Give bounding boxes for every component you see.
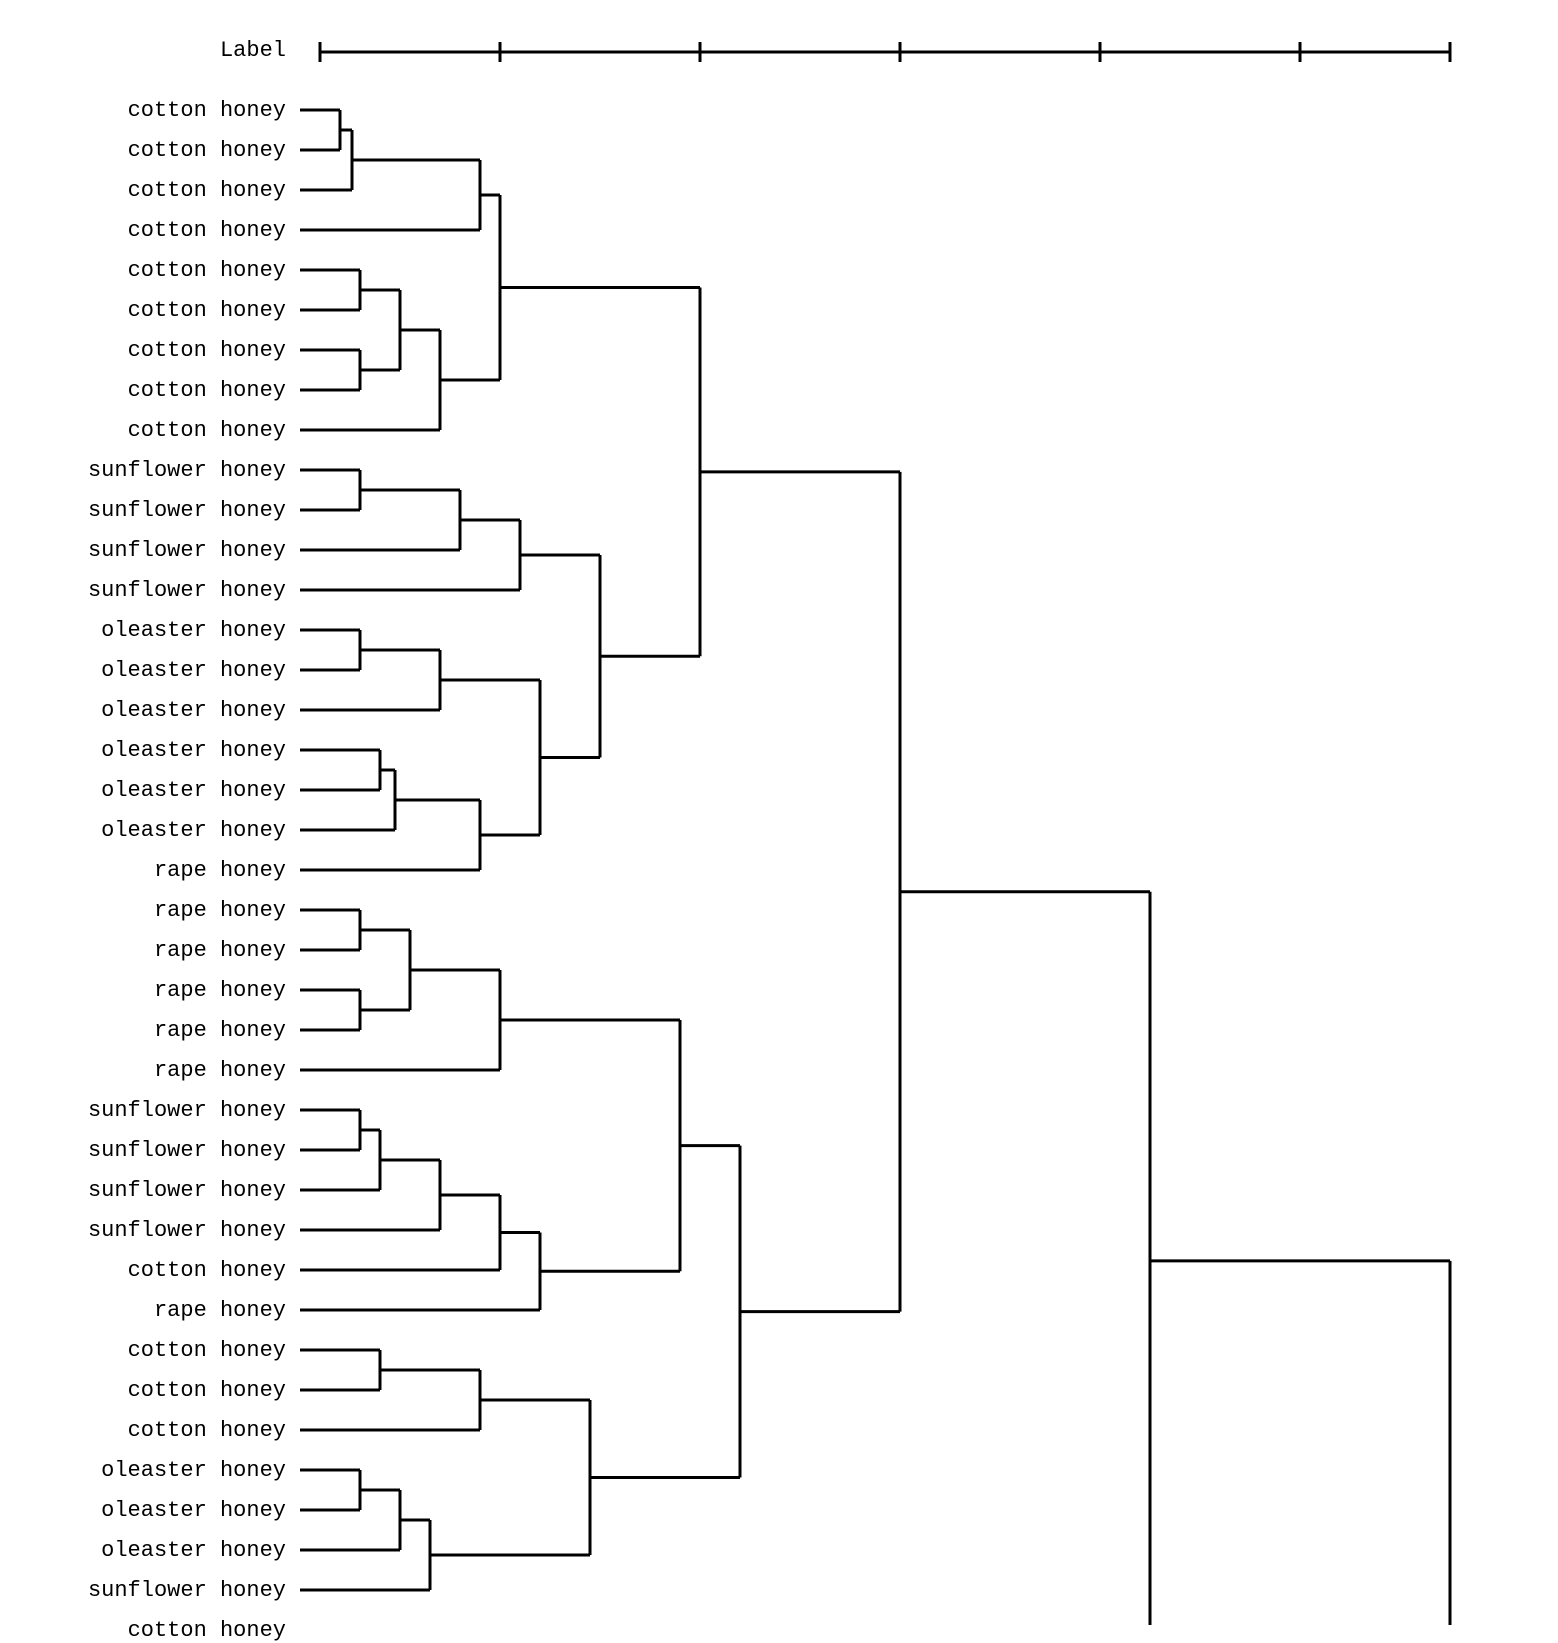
- leaf-label: oleaster honey: [101, 698, 286, 723]
- leaf-label: cotton honey: [128, 1378, 286, 1403]
- leaf-label: sunflower honey: [88, 458, 286, 483]
- leaf-label: cotton honey: [128, 298, 286, 323]
- leaf-label: sunflower honey: [88, 578, 286, 603]
- leaf-label: cotton honey: [128, 258, 286, 283]
- leaf-label: rape honey: [154, 1058, 286, 1083]
- leaf-label: oleaster honey: [101, 1498, 286, 1523]
- leaf-label: rape honey: [154, 858, 286, 883]
- leaf-label: sunflower honey: [88, 1218, 286, 1243]
- leaf-label: cotton honey: [128, 378, 286, 403]
- leaf-label: rape honey: [154, 1018, 286, 1043]
- leaf-label: cotton honey: [128, 1618, 286, 1643]
- leaf-label: oleaster honey: [101, 778, 286, 803]
- leaf-label: oleaster honey: [101, 1538, 286, 1563]
- leaf-label: oleaster honey: [101, 1458, 286, 1483]
- leaf-label: oleaster honey: [101, 818, 286, 843]
- leaf-label: rape honey: [154, 978, 286, 1003]
- leaf-label: cotton honey: [128, 178, 286, 203]
- leaf-label: cotton honey: [128, 1258, 286, 1283]
- leaf-label: cotton honey: [128, 1418, 286, 1443]
- leaf-label: cotton honey: [128, 138, 286, 163]
- leaf-label: rape honey: [154, 1298, 286, 1323]
- leaf-label: sunflower honey: [88, 1178, 286, 1203]
- leaf-label: sunflower honey: [88, 1138, 286, 1163]
- leaf-label: cotton honey: [128, 98, 286, 123]
- leaf-label: cotton honey: [128, 418, 286, 443]
- label-header: Label: [220, 38, 286, 63]
- leaf-label: oleaster honey: [101, 618, 286, 643]
- leaf-label: rape honey: [154, 898, 286, 923]
- leaf-label: cotton honey: [128, 338, 286, 363]
- leaf-label: sunflower honey: [88, 498, 286, 523]
- leaf-label: cotton honey: [128, 218, 286, 243]
- leaf-label: rape honey: [154, 938, 286, 963]
- leaf-label: oleaster honey: [101, 738, 286, 763]
- leaf-label: cotton honey: [128, 1338, 286, 1363]
- leaf-label: sunflower honey: [88, 538, 286, 563]
- leaf-label: sunflower honey: [88, 1578, 286, 1603]
- leaf-label: sunflower honey: [88, 1098, 286, 1123]
- dendrogram-figure: Label cotton honey cotton honey cotton hone…: [0, 0, 1558, 1625]
- leaf-label: oleaster honey: [101, 658, 286, 683]
